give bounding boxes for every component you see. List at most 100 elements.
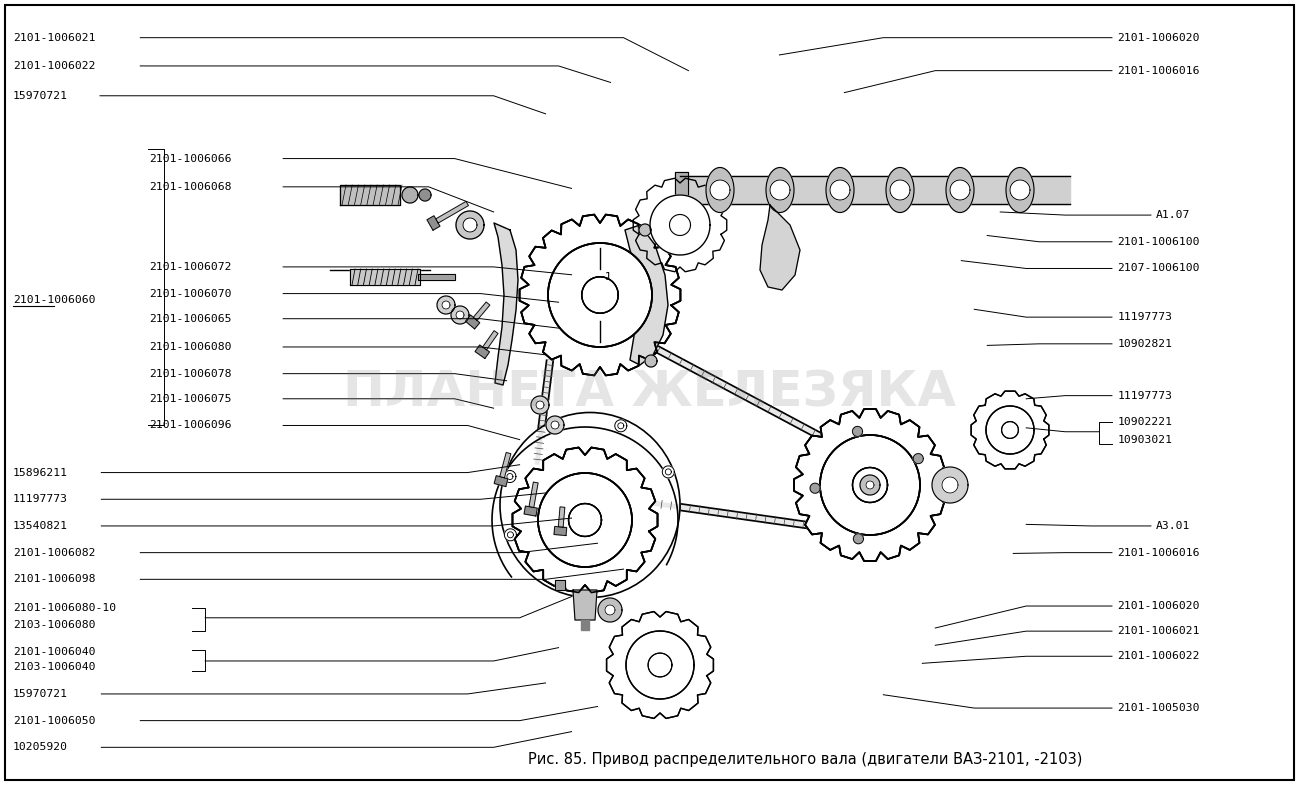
Text: 2107-1006100: 2107-1006100 — [1117, 264, 1200, 273]
Text: 2101-1006022: 2101-1006022 — [13, 61, 96, 71]
Polygon shape — [548, 422, 561, 433]
Polygon shape — [598, 598, 622, 622]
Polygon shape — [648, 653, 672, 677]
Polygon shape — [770, 180, 790, 200]
Polygon shape — [820, 435, 920, 535]
Polygon shape — [582, 277, 618, 313]
Ellipse shape — [826, 167, 853, 213]
Polygon shape — [1002, 422, 1018, 438]
Text: 1: 1 — [604, 272, 612, 282]
Polygon shape — [536, 401, 544, 409]
Text: 11197773: 11197773 — [13, 495, 68, 504]
Text: 10205920: 10205920 — [13, 743, 68, 752]
Text: 2101-1006020: 2101-1006020 — [1117, 33, 1200, 42]
Polygon shape — [504, 529, 517, 541]
Polygon shape — [523, 506, 538, 516]
Polygon shape — [462, 218, 477, 232]
Text: 13540821: 13540821 — [13, 521, 68, 531]
Polygon shape — [820, 435, 920, 535]
Polygon shape — [1002, 422, 1018, 438]
Polygon shape — [972, 391, 1048, 469]
Polygon shape — [794, 409, 946, 561]
Polygon shape — [569, 503, 601, 536]
Text: 2101-1006082: 2101-1006082 — [13, 548, 96, 557]
Polygon shape — [607, 612, 713, 718]
Text: 2101-1006072: 2101-1006072 — [149, 262, 233, 272]
Polygon shape — [582, 277, 618, 313]
Text: 11197773: 11197773 — [1117, 391, 1172, 400]
Polygon shape — [507, 473, 513, 480]
Text: 2101-1006021: 2101-1006021 — [13, 33, 96, 42]
Polygon shape — [483, 330, 498, 350]
Polygon shape — [830, 180, 850, 200]
Polygon shape — [513, 447, 657, 593]
Polygon shape — [890, 180, 911, 200]
Polygon shape — [853, 534, 864, 544]
Polygon shape — [465, 315, 479, 329]
Ellipse shape — [1005, 167, 1034, 213]
Text: 2101-1006100: 2101-1006100 — [1117, 237, 1200, 246]
Text: 2101-1006098: 2101-1006098 — [13, 575, 96, 584]
Polygon shape — [669, 214, 691, 235]
Polygon shape — [442, 301, 449, 309]
Polygon shape — [760, 205, 800, 290]
Polygon shape — [852, 468, 887, 502]
Polygon shape — [435, 202, 469, 223]
Polygon shape — [513, 447, 657, 593]
Polygon shape — [582, 277, 618, 313]
Polygon shape — [569, 503, 601, 536]
Polygon shape — [913, 454, 924, 464]
Text: 2103-1006080: 2103-1006080 — [13, 620, 96, 630]
Polygon shape — [942, 477, 957, 493]
Ellipse shape — [500, 412, 679, 597]
Text: 11197773: 11197773 — [1117, 312, 1172, 322]
Polygon shape — [852, 468, 887, 502]
Polygon shape — [504, 470, 516, 483]
Text: 10903021: 10903021 — [1117, 435, 1172, 444]
Polygon shape — [531, 396, 549, 414]
Text: 2101-1006060: 2101-1006060 — [13, 295, 96, 305]
Polygon shape — [986, 406, 1034, 454]
Polygon shape — [646, 355, 657, 367]
Polygon shape — [420, 189, 431, 201]
Polygon shape — [626, 631, 694, 699]
Ellipse shape — [705, 167, 734, 213]
Polygon shape — [538, 473, 633, 567]
Text: Рис. 85. Привод распределительного вала (двигатели ВАЗ-2101, -2103): Рис. 85. Привод распределительного вала … — [529, 752, 1082, 768]
Text: 2101-1006022: 2101-1006022 — [1117, 652, 1200, 661]
Text: 2101-1006068: 2101-1006068 — [149, 182, 233, 192]
Polygon shape — [494, 223, 518, 385]
Polygon shape — [931, 467, 968, 503]
Polygon shape — [494, 476, 508, 487]
Text: 15970721: 15970721 — [13, 689, 68, 699]
Polygon shape — [473, 302, 490, 320]
Ellipse shape — [553, 248, 647, 341]
Ellipse shape — [766, 167, 794, 213]
Text: 2101-1006020: 2101-1006020 — [1117, 601, 1200, 611]
Text: ПЛАНЕТА ЖЕЛЕЗЯКА: ПЛАНЕТА ЖЕЛЕЗЯКА — [343, 368, 956, 417]
Polygon shape — [852, 468, 887, 502]
Polygon shape — [605, 605, 614, 615]
Polygon shape — [950, 180, 970, 200]
Polygon shape — [794, 409, 946, 561]
Polygon shape — [548, 243, 652, 347]
Polygon shape — [633, 178, 726, 272]
Polygon shape — [548, 243, 652, 347]
Polygon shape — [811, 484, 820, 493]
Polygon shape — [581, 620, 588, 630]
Text: 15896211: 15896211 — [13, 468, 68, 477]
Text: 2101-1006096: 2101-1006096 — [149, 421, 233, 430]
Polygon shape — [866, 481, 874, 489]
Polygon shape — [555, 580, 565, 590]
Polygon shape — [794, 409, 946, 561]
Polygon shape — [340, 185, 400, 205]
Polygon shape — [456, 211, 485, 239]
Polygon shape — [569, 503, 601, 536]
Text: A1.07: A1.07 — [1156, 210, 1190, 220]
Text: 2101-1006040: 2101-1006040 — [13, 647, 96, 656]
Polygon shape — [665, 469, 672, 475]
Polygon shape — [552, 425, 557, 431]
Text: 2101-1006066: 2101-1006066 — [149, 154, 233, 163]
Text: 2101-1006075: 2101-1006075 — [149, 394, 233, 403]
Text: 2101-1006080-10: 2101-1006080-10 — [13, 603, 116, 612]
